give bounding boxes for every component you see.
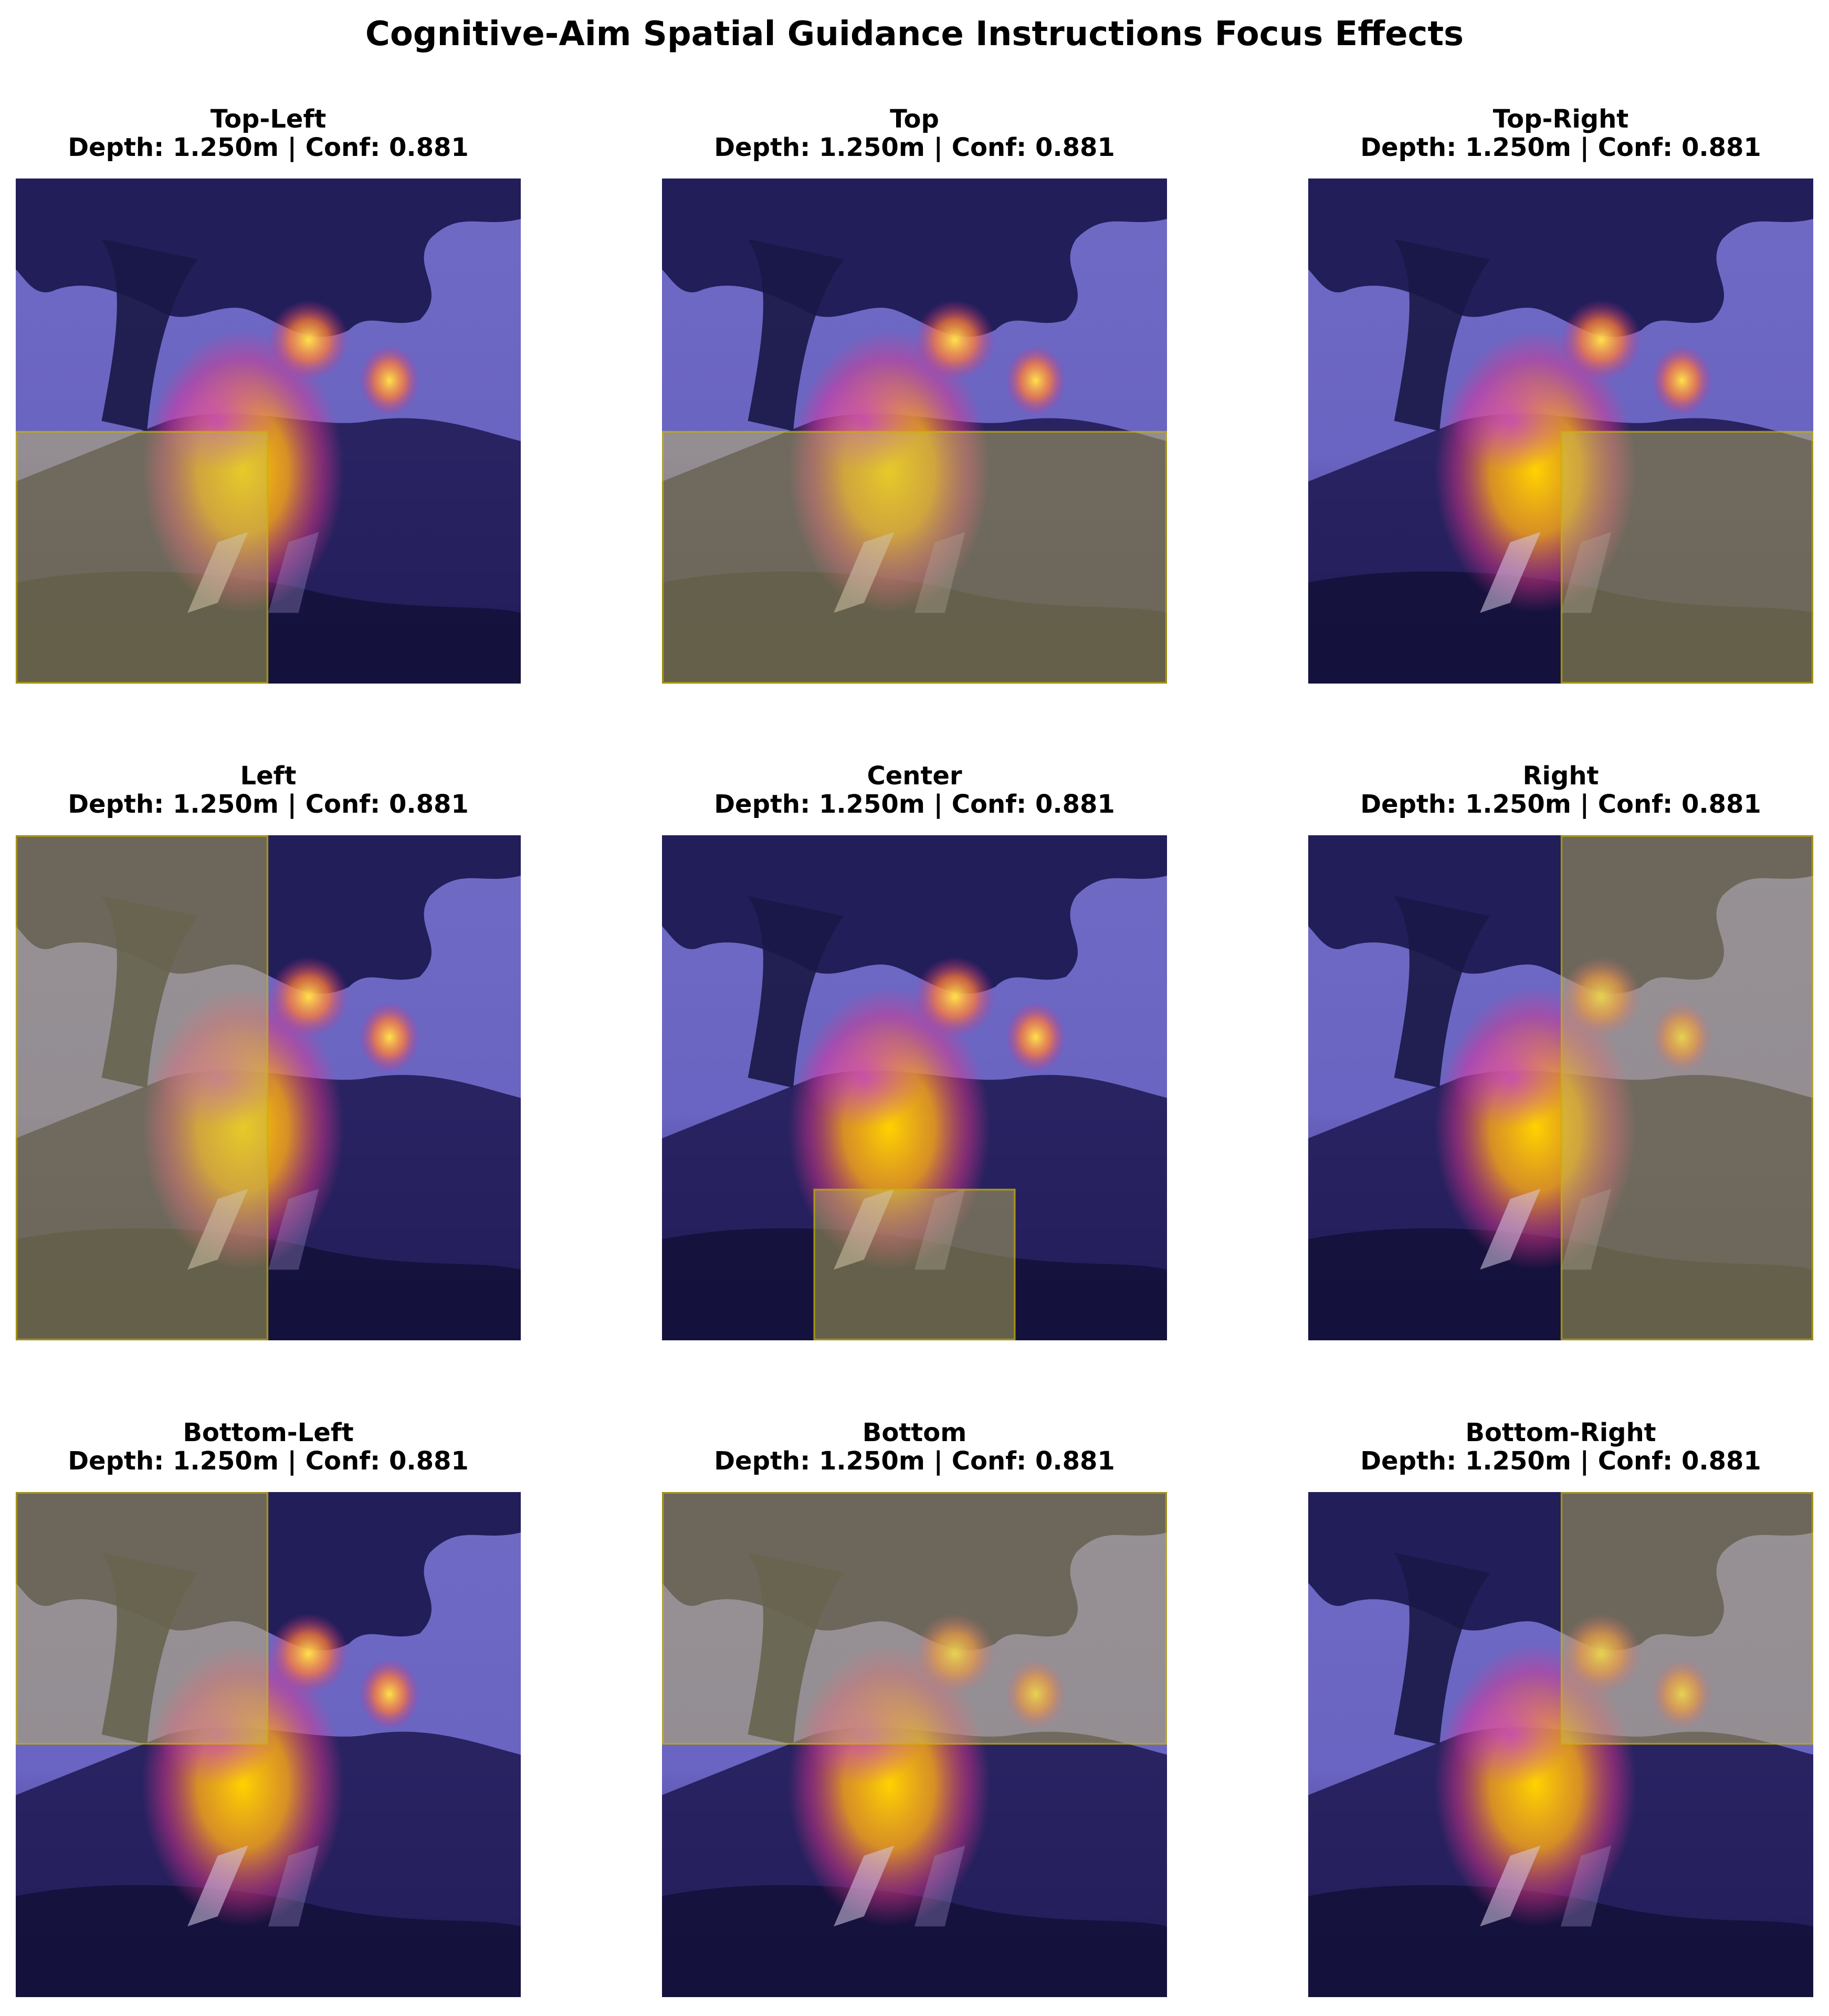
panel-label: Top-Left [16,105,521,133]
panel-caption: Depth: 1.250m | Conf: 0.881 [1308,1447,1813,1475]
panel-caption: Depth: 1.250m | Conf: 0.881 [662,1447,1167,1475]
panel-right: Right Depth: 1.250m | Conf: 0.881 [1308,762,1813,820]
panel-title: Top-Right Depth: 1.250m | Conf: 0.881 [1308,105,1813,163]
panel-title: Bottom-Right Depth: 1.250m | Conf: 0.881 [1308,1419,1813,1476]
panel-title: Right Depth: 1.250m | Conf: 0.881 [1308,762,1813,820]
heatmap-image [1308,835,1813,1340]
panel-title: Bottom Depth: 1.250m | Conf: 0.881 [662,1419,1167,1476]
heatmap-image [16,835,521,1340]
panel-label: Right [1308,762,1813,790]
panel-title: Top-Left Depth: 1.250m | Conf: 0.881 [16,105,521,163]
panel-label: Bottom-Left [16,1419,521,1447]
panel-title: Bottom-Left Depth: 1.250m | Conf: 0.881 [16,1419,521,1476]
panel-label: Top-Right [1308,105,1813,133]
panel-top: Top Depth: 1.250m | Conf: 0.881 [662,105,1167,163]
heatmap-image [662,835,1167,1340]
figure-title: Cognitive-Aim Spatial Guidance Instructi… [0,10,1829,58]
heatmap-image [1308,178,1813,684]
panel-caption: Depth: 1.250m | Conf: 0.881 [16,133,521,162]
panel-top-left: Top-Left Depth: 1.250m | Conf: 0.881 [16,105,521,163]
panel-label: Top [662,105,1167,133]
panel-title: Center Depth: 1.250m | Conf: 0.881 [662,762,1167,820]
panel-left: Left Depth: 1.250m | Conf: 0.881 [16,762,521,820]
panel-caption: Depth: 1.250m | Conf: 0.881 [662,790,1167,818]
panel-caption: Depth: 1.250m | Conf: 0.881 [16,1447,521,1475]
panel-label: Bottom [662,1419,1167,1447]
panel-label: Left [16,762,521,790]
panel-bottom: Bottom Depth: 1.250m | Conf: 0.881 [662,1419,1167,1476]
panel-title: Left Depth: 1.250m | Conf: 0.881 [16,762,521,820]
panel-caption: Depth: 1.250m | Conf: 0.881 [1308,133,1813,162]
heatmap-image [1308,1492,1813,1997]
heatmap-image [16,178,521,684]
panel-bottom-left: Bottom-Left Depth: 1.250m | Conf: 0.881 [16,1419,521,1476]
panel-bottom-right: Bottom-Right Depth: 1.250m | Conf: 0.881 [1308,1419,1813,1476]
panel-title: Top Depth: 1.250m | Conf: 0.881 [662,105,1167,163]
panel-caption: Depth: 1.250m | Conf: 0.881 [1308,790,1813,818]
heatmap-image [16,1492,521,1997]
panel-caption: Depth: 1.250m | Conf: 0.881 [16,790,521,818]
heatmap-image [662,1492,1167,1997]
panel-caption: Depth: 1.250m | Conf: 0.881 [662,133,1167,162]
panel-label: Center [662,762,1167,790]
heatmap-image [662,178,1167,684]
panel-top-right: Top-Right Depth: 1.250m | Conf: 0.881 [1308,105,1813,163]
panel-center: Center Depth: 1.250m | Conf: 0.881 [662,762,1167,820]
panel-label: Bottom-Right [1308,1419,1813,1447]
